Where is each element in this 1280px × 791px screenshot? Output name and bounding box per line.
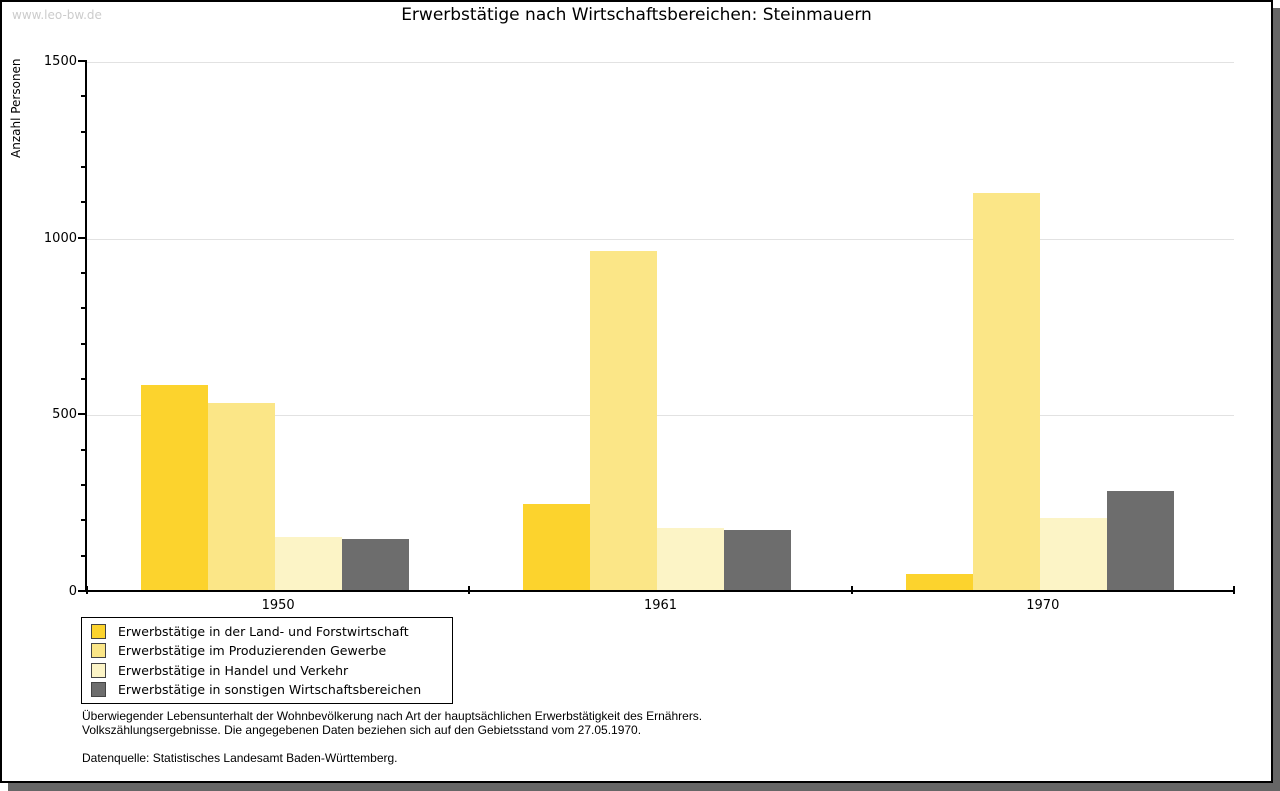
x-axis-tick bbox=[86, 586, 88, 594]
y-axis-tick bbox=[81, 448, 87, 451]
legend: Erwerbstätige in der Land- und Forstwirt… bbox=[81, 617, 453, 704]
y-axis-tick bbox=[78, 60, 87, 62]
y-axis-title: Anzahl Personen bbox=[9, 58, 23, 158]
y-axis-tick-label: 0 bbox=[68, 584, 77, 599]
bar-1970-series-2 bbox=[972, 193, 1040, 592]
footnote-line-2: Volkszählungsergebnisse. Die angegebenen… bbox=[82, 722, 642, 737]
bar-1950-series-1 bbox=[141, 385, 208, 592]
legend-swatch bbox=[91, 662, 106, 678]
x-axis-tick bbox=[468, 586, 471, 594]
x-axis-tick bbox=[1233, 586, 1235, 594]
x-axis-label: 1961 bbox=[643, 598, 678, 613]
x-axis-tick bbox=[850, 586, 853, 594]
y-axis-tick bbox=[81, 272, 87, 274]
legend-item: Erwerbstätige im Produzierenden Gewerbe bbox=[82, 641, 452, 660]
watermark: www.leo-bw.de bbox=[12, 8, 102, 22]
bar-1961-series-3 bbox=[657, 528, 725, 592]
legend-item: Erwerbstätige in sonstigen Wirtschaftsbe… bbox=[82, 680, 452, 699]
y-axis-tick bbox=[78, 413, 87, 416]
y-axis-tick bbox=[81, 484, 87, 486]
bar-1961-series-1 bbox=[523, 504, 591, 592]
legend-label: Erwerbstätige in der Land- und Forstwirt… bbox=[118, 623, 409, 639]
y-gridline bbox=[87, 62, 1234, 63]
bar-1970-series-3 bbox=[1039, 518, 1107, 592]
legend-item: Erwerbstätige in der Land- und Forstwirt… bbox=[82, 622, 452, 641]
y-axis-tick bbox=[81, 95, 87, 98]
y-gridline bbox=[87, 238, 1234, 240]
legend-label: Erwerbstätige in sonstigen Wirtschaftsbe… bbox=[118, 682, 422, 698]
y-axis-tick bbox=[81, 307, 87, 310]
y-axis-tick-label: 1000 bbox=[43, 230, 77, 246]
legend-item: Erwerbstätige in Handel und Verkehr bbox=[82, 661, 452, 680]
legend-label: Erwerbstätige in Handel und Verkehr bbox=[118, 662, 349, 678]
y-axis-tick bbox=[81, 130, 87, 133]
footnote: Überwiegender Lebensunterhalt der Wohnbe… bbox=[82, 709, 703, 766]
legend-swatch bbox=[91, 682, 106, 698]
y-axis-tick bbox=[81, 554, 87, 557]
bar-1961-series-4 bbox=[724, 530, 792, 592]
y-axis-tick bbox=[81, 166, 87, 168]
bar-1970-series-1 bbox=[905, 574, 973, 592]
x-axis-label: 1970 bbox=[1026, 598, 1060, 613]
bar-1950-series-4 bbox=[342, 539, 409, 592]
bar-1970-series-4 bbox=[1106, 491, 1174, 592]
y-axis-line bbox=[85, 62, 87, 592]
y-axis-tick bbox=[81, 519, 87, 522]
y-axis-tick bbox=[81, 201, 87, 204]
y-axis-tick-label: 500 bbox=[52, 407, 77, 423]
bar-1950-series-2 bbox=[208, 403, 275, 592]
bar-1950-series-3 bbox=[275, 537, 342, 592]
chart-title: Erwerbstätige nach Wirtschaftsbereichen:… bbox=[401, 5, 872, 25]
bar-1961-series-2 bbox=[590, 251, 658, 592]
legend-swatch bbox=[91, 643, 106, 659]
y-axis-tick bbox=[81, 378, 87, 380]
y-axis-tick bbox=[78, 236, 87, 239]
y-axis-tick bbox=[78, 590, 87, 592]
legend-swatch bbox=[91, 623, 106, 639]
data-source: Datenquelle: Statistisches Landesamt Bad… bbox=[82, 751, 398, 765]
x-axis-label: 1950 bbox=[261, 598, 295, 613]
x-axis-line bbox=[85, 590, 1234, 592]
footnote-line-1: Überwiegender Lebensunterhalt der Wohnbe… bbox=[82, 709, 703, 723]
y-axis-tick-label: 1500 bbox=[43, 54, 77, 69]
legend-label: Erwerbstätige im Produzierenden Gewerbe bbox=[118, 643, 387, 659]
y-axis-tick bbox=[81, 342, 87, 345]
y-gridline bbox=[87, 415, 1234, 417]
